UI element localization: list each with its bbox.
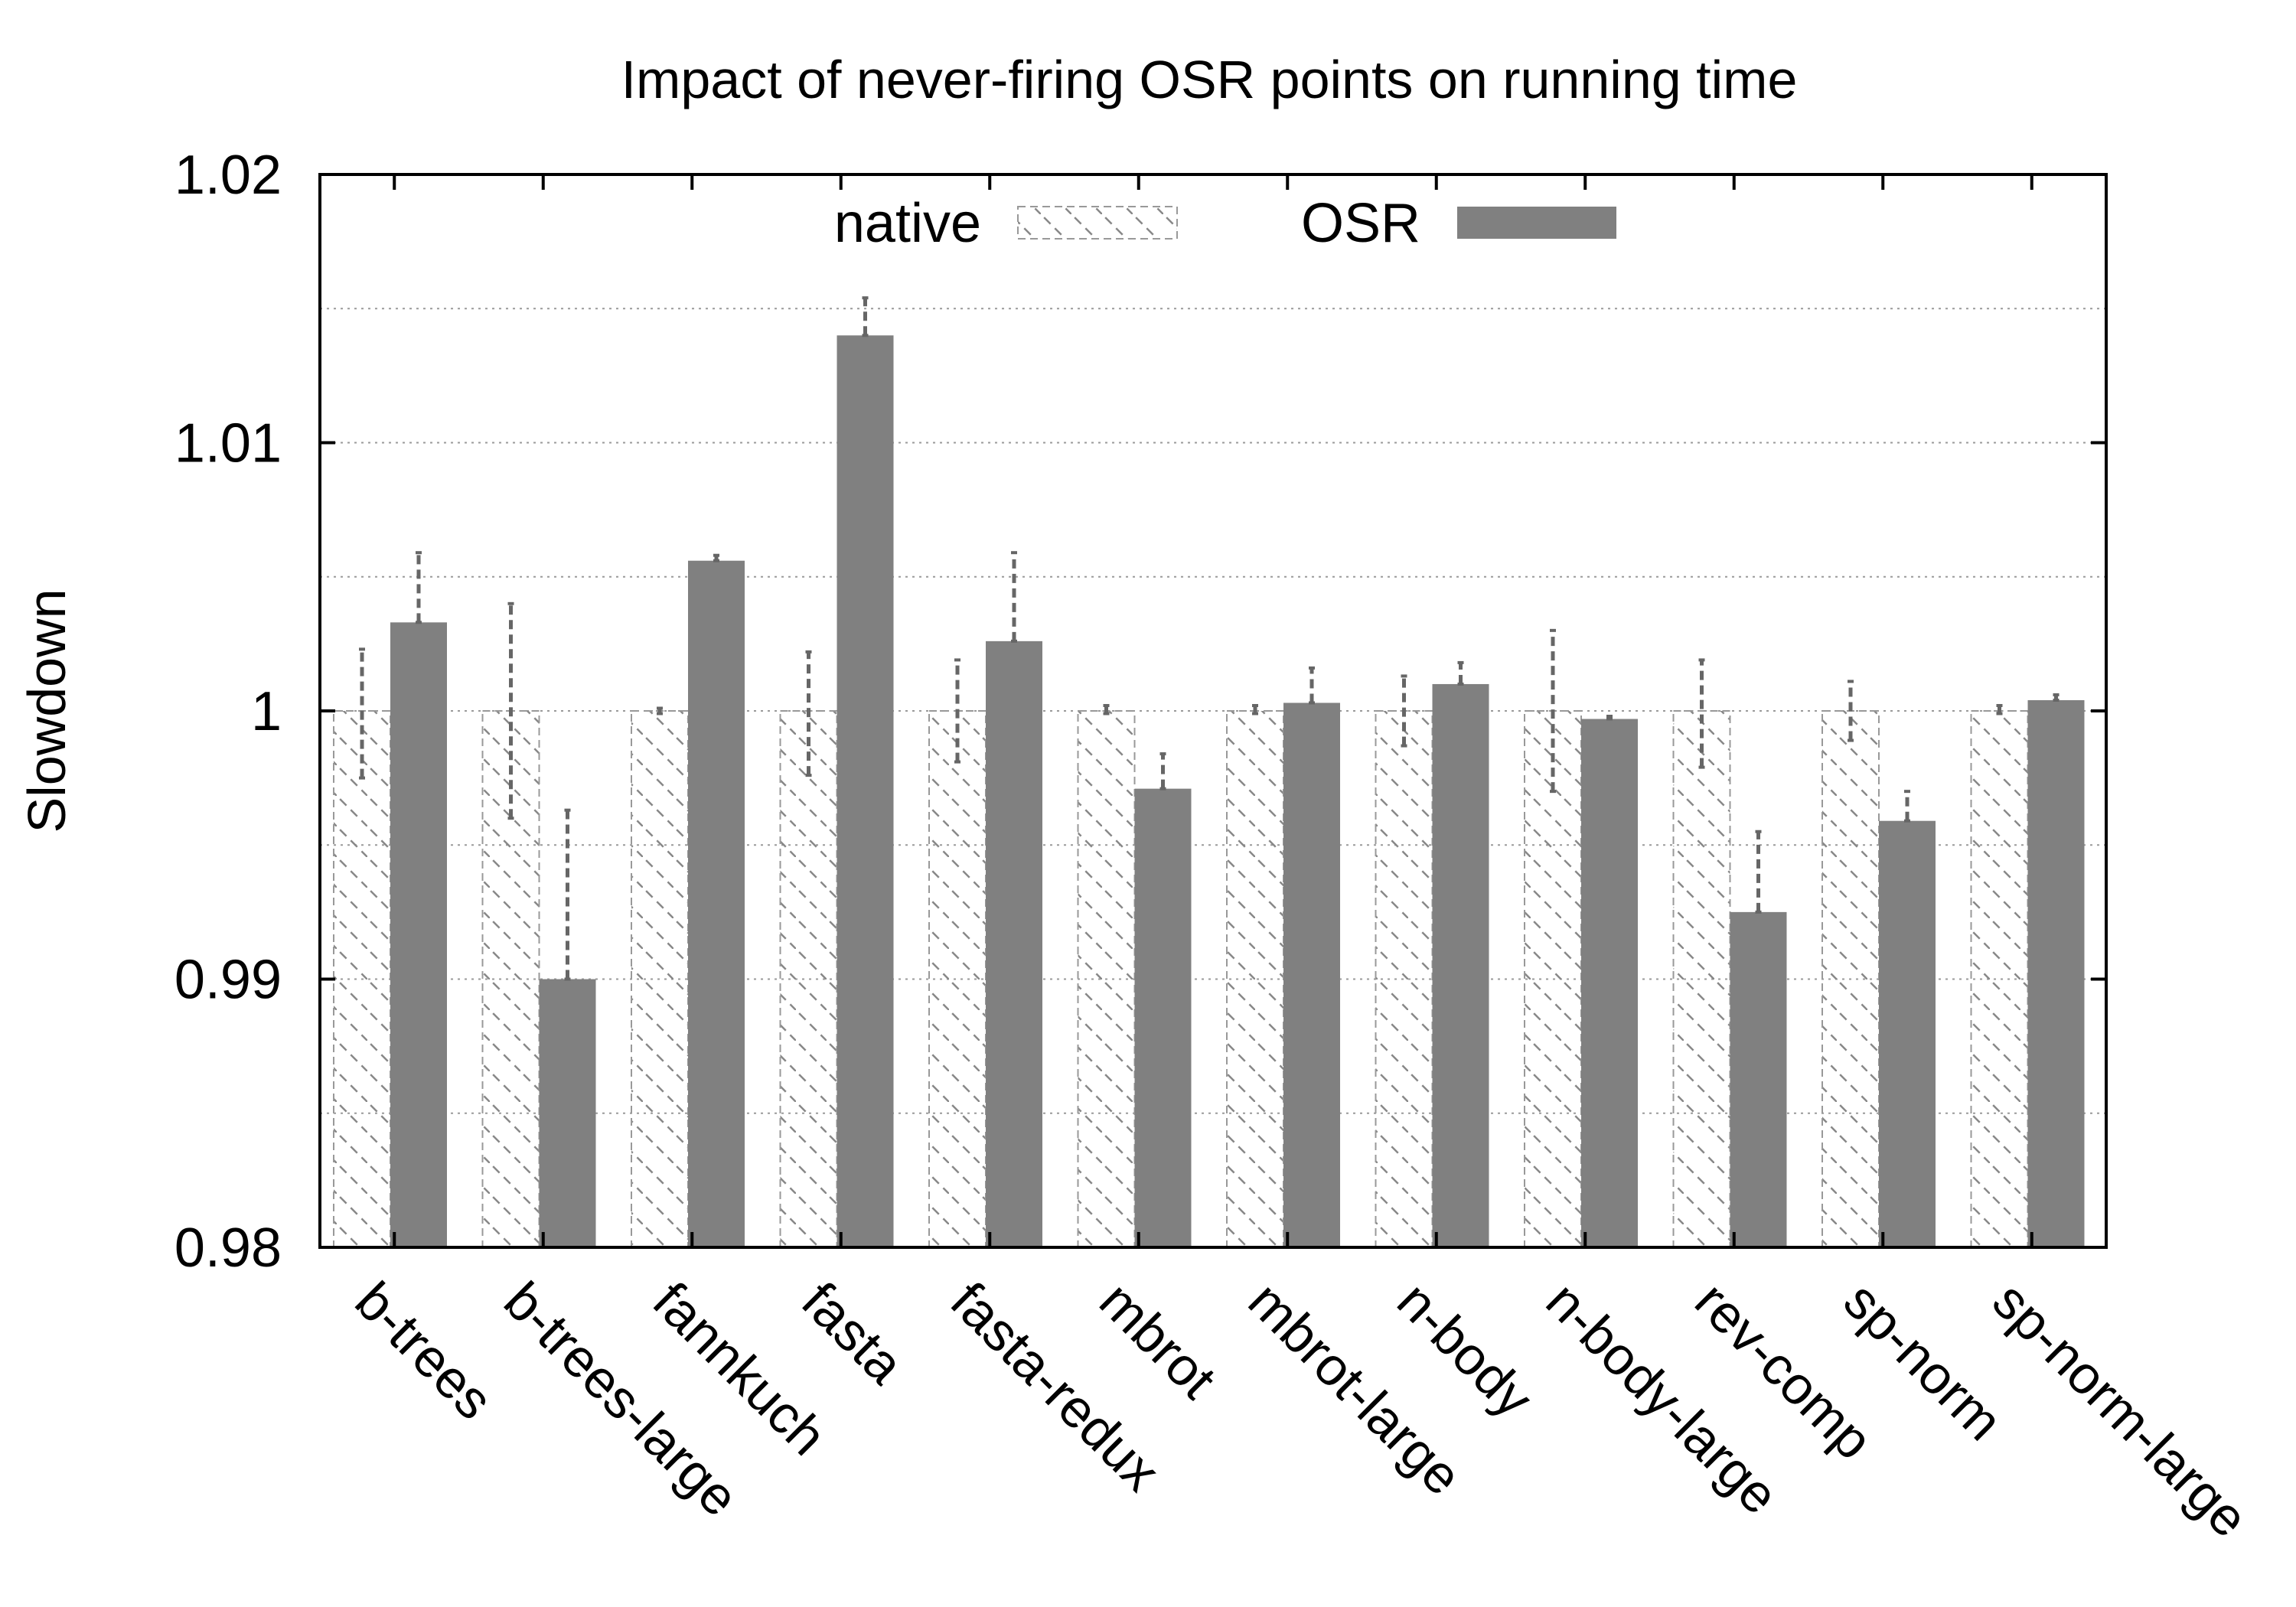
x-tick-label: sp-norm-large: [1981, 1270, 2259, 1548]
x-tick-label: mbrot: [1088, 1270, 1228, 1410]
legend-swatch-native: [1017, 206, 1178, 240]
chart-title: Impact of never-firing OSR points on run…: [621, 50, 1798, 109]
y-tick-label: 1.02: [174, 145, 282, 206]
bar-osr: [1730, 911, 1787, 1247]
bar-osr: [837, 335, 894, 1247]
bar-osr: [390, 622, 447, 1247]
legend-swatch-osr: [1457, 207, 1616, 239]
bar-osr: [688, 560, 745, 1247]
bar-osr: [1283, 702, 1340, 1247]
bars: [333, 335, 2085, 1248]
bar-native: [1375, 710, 1433, 1248]
x-tick-label: b-trees: [344, 1270, 504, 1430]
y-tick-label: 0.99: [174, 950, 282, 1011]
legend-label-osr: OSR: [1301, 193, 1420, 254]
y-tick-label: 0.98: [174, 1217, 282, 1279]
bar-native: [928, 710, 987, 1248]
bar-osr: [1134, 788, 1192, 1247]
bar-native: [333, 710, 391, 1248]
error-bars: [359, 296, 2060, 981]
bar-native: [1821, 710, 1880, 1248]
legend: native OSR: [834, 193, 1616, 254]
bar-osr: [539, 979, 596, 1247]
bar-native: [1672, 710, 1731, 1248]
bar-native: [1077, 710, 1136, 1248]
y-tick-label: 1.01: [174, 413, 282, 474]
bar-native: [1226, 710, 1284, 1248]
bar-osr: [2027, 699, 2085, 1247]
bar-osr: [1581, 719, 1638, 1247]
x-tick-label: fasta: [791, 1270, 915, 1395]
bar-osr: [986, 641, 1042, 1247]
bar-native: [1970, 710, 2029, 1248]
legend-label-native: native: [834, 193, 981, 254]
y-tick-label: 1: [251, 681, 282, 742]
bar-osr: [1879, 820, 1936, 1247]
bar-native: [779, 710, 838, 1248]
y-axis-label: Slowdown: [17, 588, 77, 833]
y-axis-ticks: 0.98 0.99 1 1.01 1.02: [174, 145, 2106, 1279]
grid-lines: [320, 308, 2106, 1114]
bar-osr: [1432, 683, 1489, 1247]
bar-native: [1524, 710, 1582, 1248]
bar-native: [481, 710, 540, 1248]
bar-native: [631, 710, 689, 1248]
